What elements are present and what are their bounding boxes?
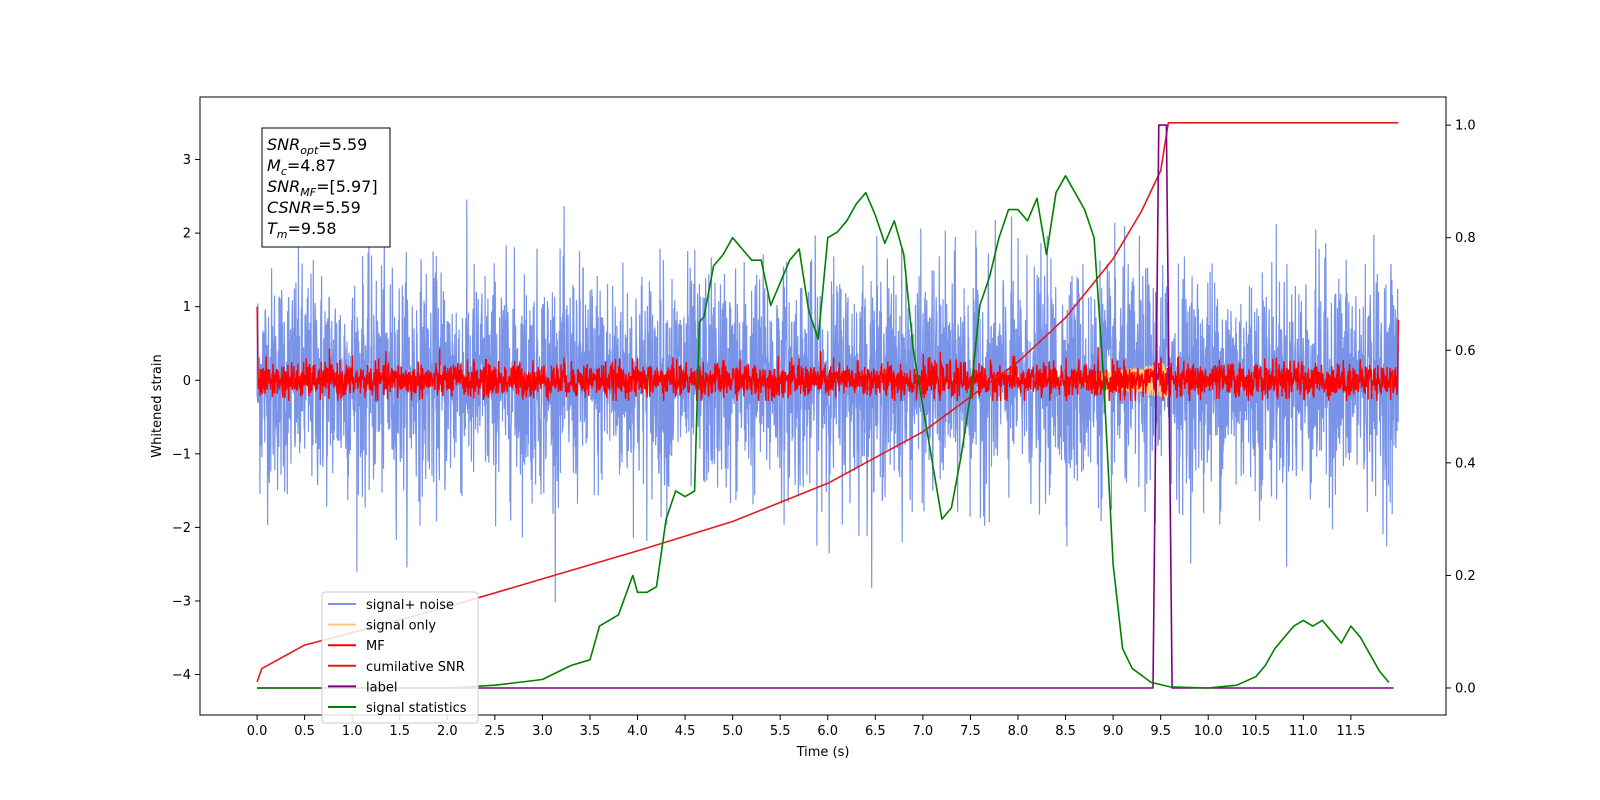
x-tick-label: 2.0: [437, 724, 458, 739]
x-tick-label: 11.5: [1336, 724, 1365, 739]
annotation-frame: [261, 127, 391, 248]
x-tick-label: 4.5: [675, 724, 696, 739]
legend-label: MF: [366, 639, 385, 654]
y2-tick-label: 0.2: [1455, 569, 1476, 584]
x-axis-label: Time (s): [796, 745, 850, 760]
annotation-line: Mc=4.87: [267, 156, 336, 178]
legend-frame: [321, 591, 479, 724]
x-tick-label: 10.0: [1194, 724, 1223, 739]
x-tick-label: 7.5: [960, 724, 981, 739]
series-mf: [256, 306, 1400, 402]
x-axis-ticks: 0.0 0.5 1.0 1.5 2.0 2.5 3.0 3.5 4.0 4.5 5.0 5.5 6.0 6…: [247, 715, 1365, 739]
y-axis-label: Whitened strain: [150, 354, 165, 457]
annotation-line: SNRMF=[5.97]: [267, 177, 378, 199]
x-tick-label: 6.0: [817, 724, 838, 739]
x-tick-label: 6.5: [865, 724, 886, 739]
x-tick-label: 11.0: [1289, 724, 1318, 739]
y-tick-label: −3: [172, 594, 191, 609]
y2-axis-ticks: 1.0 0.8 0.6 0.4 0.2 0.0: [1446, 119, 1476, 696]
x-tick-label: 8.5: [1055, 724, 1076, 739]
legend-label: signal only: [366, 619, 436, 634]
annotation-line: CSNR=5.59: [267, 198, 361, 217]
y-tick-label: −2: [172, 521, 191, 536]
x-tick-label: 0.5: [294, 724, 315, 739]
x-tick-label: 2.5: [485, 724, 506, 739]
x-tick-label: 5.5: [770, 724, 791, 739]
y-tick-label: 3: [183, 153, 191, 168]
x-tick-label: 0.0: [247, 724, 268, 739]
y2-tick-label: 0.0: [1455, 681, 1476, 696]
legend-label: signal statistics: [366, 701, 467, 716]
series-signal-statistics: [257, 175, 1390, 689]
y2-tick-label: 0.6: [1455, 344, 1476, 359]
x-tick-label: 3.0: [532, 724, 553, 739]
x-tick-label: 9.0: [1103, 724, 1124, 739]
x-tick-label: 3.5: [580, 724, 601, 739]
x-tick-label: 1.0: [342, 724, 363, 739]
x-tick-label: 10.5: [1241, 724, 1270, 739]
legend: signal+ noise signal only MF cumilative SNR…: [321, 591, 479, 724]
y-tick-label: 2: [183, 227, 191, 242]
annotation-line: Tm=9.58: [267, 219, 337, 241]
y2-tick-label: 0.8: [1455, 231, 1476, 246]
annotation-line: SNRopt=5.59: [267, 135, 367, 157]
legend-label: label: [366, 680, 397, 695]
y-tick-label: 0: [183, 374, 191, 389]
x-tick-label: 9.5: [1150, 724, 1171, 739]
y2-tick-label: 1.0: [1455, 119, 1476, 134]
x-tick-label: 8.0: [1008, 724, 1029, 739]
plot-frame: [199, 96, 1447, 716]
legend-label: cumilative SNR: [366, 660, 465, 675]
x-tick-label: 1.5: [389, 724, 410, 739]
y2-tick-label: 0.4: [1455, 456, 1476, 471]
x-tick-label: 5.0: [722, 724, 743, 739]
y-tick-label: 1: [183, 300, 191, 315]
x-tick-label: 7.0: [913, 724, 934, 739]
y-tick-label: −4: [172, 668, 191, 683]
legend-label: signal+ noise: [366, 598, 454, 613]
y-axis-ticks: 3 2 1 0 −1 −2 −3 −4: [172, 153, 200, 683]
x-tick-label: 4.0: [627, 724, 648, 739]
y-tick-label: −1: [172, 447, 191, 462]
